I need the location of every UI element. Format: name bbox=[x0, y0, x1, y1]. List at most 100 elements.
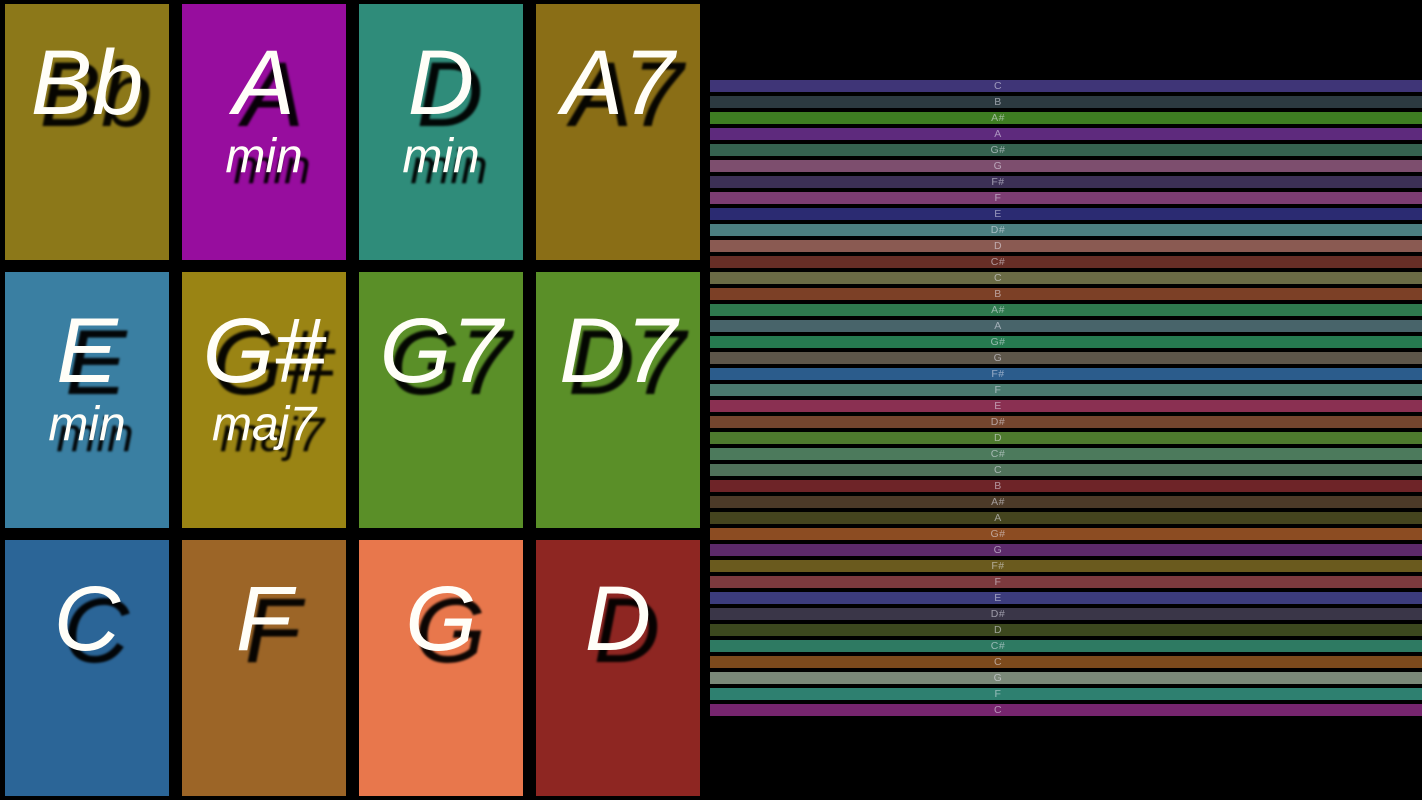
chord-pad-G[interactable]: G bbox=[359, 540, 523, 796]
note-bar-label: E bbox=[994, 591, 1002, 604]
chord-pad-sub-label: min bbox=[402, 130, 480, 184]
note-bar-Fs: F# bbox=[710, 560, 1422, 572]
note-bar-G: G bbox=[710, 352, 1422, 364]
note-bar-label: C# bbox=[990, 639, 1006, 652]
note-bar-label: B bbox=[994, 287, 1002, 300]
note-bar-Fs: F# bbox=[710, 368, 1422, 380]
note-bar-Fs: F# bbox=[710, 176, 1422, 188]
note-bar-D: D bbox=[710, 240, 1422, 252]
chord-pad-main-label: Bb bbox=[30, 32, 144, 134]
note-bar-label: F# bbox=[991, 559, 1005, 572]
note-bar-label: F bbox=[994, 383, 1002, 396]
note-bar-Gs: G# bbox=[710, 144, 1422, 156]
note-bar-F: F bbox=[710, 576, 1422, 588]
note-bar-E: E bbox=[710, 592, 1422, 604]
note-roll: C B A# A G# G F# F E D# D C# C B A# A G# G F# F E D# D C# C B A# A G… bbox=[710, 80, 1422, 720]
note-bar-G: G bbox=[710, 544, 1422, 556]
note-bar-label: A# bbox=[991, 303, 1005, 316]
note-bar-label: D# bbox=[990, 415, 1006, 428]
chord-pad-main-label: G# bbox=[202, 300, 326, 402]
note-bar-C: C bbox=[710, 80, 1422, 92]
chord-pad-Bb[interactable]: Bb bbox=[5, 4, 169, 260]
note-bar-label: C bbox=[993, 463, 1003, 476]
note-bar-label: G bbox=[993, 159, 1003, 172]
note-bar-label: D# bbox=[990, 223, 1006, 236]
note-bar-G: G bbox=[710, 160, 1422, 172]
note-bar-label: D# bbox=[990, 607, 1006, 620]
chord-pad-A7[interactable]: A7 bbox=[536, 4, 700, 260]
note-bar-Ds: D# bbox=[710, 608, 1422, 620]
chord-pad-Gs-maj7[interactable]: G# maj7 bbox=[182, 272, 346, 528]
note-bar-A: A bbox=[710, 320, 1422, 332]
note-bar-label: G bbox=[993, 671, 1003, 684]
note-bar-C: C bbox=[710, 704, 1422, 716]
note-bar-label: A bbox=[994, 511, 1002, 524]
chord-pad-sub-label: maj7 bbox=[211, 398, 317, 452]
note-bar-label: G# bbox=[990, 335, 1006, 348]
note-bar-F: F bbox=[710, 192, 1422, 204]
chord-pad-main-label: F bbox=[235, 568, 293, 670]
chord-pad-D7[interactable]: D7 bbox=[536, 272, 700, 528]
chord-pad-G7[interactable]: G7 bbox=[359, 272, 523, 528]
note-bar-As: A# bbox=[710, 112, 1422, 124]
note-bar-label: D bbox=[993, 623, 1003, 636]
note-bar-label: A bbox=[994, 127, 1002, 140]
note-bar-As: A# bbox=[710, 496, 1422, 508]
chord-pad-main-label: D7 bbox=[559, 300, 677, 402]
note-bar-Cs: C# bbox=[710, 448, 1422, 460]
note-bar-label: E bbox=[994, 207, 1002, 220]
note-bar-Ds: D# bbox=[710, 224, 1422, 236]
note-bar-label: F# bbox=[991, 367, 1005, 380]
note-bar-label: A# bbox=[991, 495, 1005, 508]
note-bar-A: A bbox=[710, 512, 1422, 524]
note-bar-F: F bbox=[710, 384, 1422, 396]
note-bar-B: B bbox=[710, 288, 1422, 300]
note-bar-F: F bbox=[710, 688, 1422, 700]
chord-pad-main-label: D bbox=[407, 32, 475, 134]
chord-pad-main-label: A bbox=[233, 32, 295, 134]
chord-pad-C[interactable]: C bbox=[5, 540, 169, 796]
note-bar-D: D bbox=[710, 432, 1422, 444]
note-bar-B: B bbox=[710, 96, 1422, 108]
note-bar-label: G# bbox=[990, 527, 1006, 540]
chord-pad-main-label: E bbox=[56, 300, 118, 402]
note-bar-label: A bbox=[994, 319, 1002, 332]
note-bar-label: C bbox=[993, 703, 1003, 716]
chord-pad-F[interactable]: F bbox=[182, 540, 346, 796]
chord-pad-sub-label: min bbox=[48, 398, 126, 452]
note-bar-E: E bbox=[710, 400, 1422, 412]
note-bar-C: C bbox=[710, 464, 1422, 476]
note-bar-C: C bbox=[710, 656, 1422, 668]
note-bar-label: G# bbox=[990, 143, 1006, 156]
note-bar-label: F bbox=[994, 191, 1002, 204]
chord-pad-main-label: D bbox=[584, 568, 652, 670]
note-bar-label: D bbox=[993, 431, 1003, 444]
note-bar-Gs: G# bbox=[710, 528, 1422, 540]
chord-pad-main-label: G bbox=[405, 568, 477, 670]
note-bar-label: C bbox=[993, 79, 1003, 92]
note-bar-label: G bbox=[993, 351, 1003, 364]
note-bar-label: B bbox=[994, 95, 1002, 108]
note-bar-label: F# bbox=[991, 175, 1005, 188]
note-bar-label: C# bbox=[990, 447, 1006, 460]
note-bar-label: C bbox=[993, 271, 1003, 284]
chord-pad-main-label: C bbox=[53, 568, 121, 670]
note-bar-label: E bbox=[994, 399, 1002, 412]
note-bar-label: F bbox=[994, 575, 1002, 588]
chord-pad-sub-label: min bbox=[225, 130, 303, 184]
chord-pad-D[interactable]: D bbox=[536, 540, 700, 796]
note-bar-Gs: G# bbox=[710, 336, 1422, 348]
note-bar-Cs: C# bbox=[710, 256, 1422, 268]
note-bar-C: C bbox=[710, 272, 1422, 284]
note-bar-label: A# bbox=[991, 111, 1005, 124]
chord-pad-main-label: G7 bbox=[379, 300, 503, 402]
note-bar-label: B bbox=[994, 479, 1002, 492]
note-bar-E: E bbox=[710, 208, 1422, 220]
note-bar-D: D bbox=[710, 624, 1422, 636]
note-bar-label: D bbox=[993, 239, 1003, 252]
